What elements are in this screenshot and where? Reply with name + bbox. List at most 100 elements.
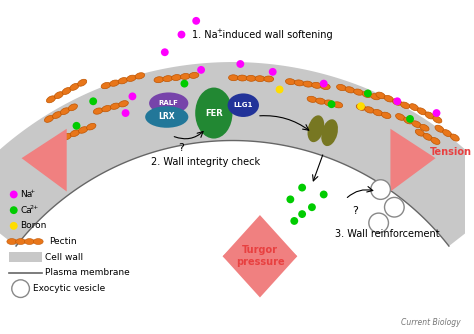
Ellipse shape [60, 108, 70, 115]
Ellipse shape [308, 115, 324, 142]
Ellipse shape [285, 79, 295, 85]
Text: Plasma membrane: Plasma membrane [45, 269, 130, 278]
Ellipse shape [354, 89, 363, 95]
Ellipse shape [312, 82, 321, 88]
Circle shape [178, 31, 185, 38]
Circle shape [269, 68, 277, 76]
Ellipse shape [415, 129, 424, 136]
Ellipse shape [365, 107, 374, 113]
Text: Na: Na [20, 190, 33, 199]
Ellipse shape [255, 76, 265, 81]
Circle shape [320, 80, 328, 88]
Polygon shape [0, 62, 474, 246]
Text: 1. Na: 1. Na [192, 30, 218, 39]
Circle shape [73, 122, 81, 130]
Ellipse shape [362, 91, 372, 98]
Circle shape [291, 217, 298, 225]
Ellipse shape [303, 81, 313, 87]
Circle shape [384, 197, 404, 217]
Ellipse shape [228, 94, 259, 117]
Ellipse shape [412, 121, 421, 128]
Text: LRX: LRX [158, 113, 175, 122]
Ellipse shape [16, 238, 26, 244]
Text: Pectin: Pectin [49, 237, 77, 246]
Ellipse shape [228, 75, 238, 81]
Ellipse shape [371, 94, 380, 100]
Ellipse shape [382, 112, 391, 119]
Ellipse shape [417, 108, 426, 115]
Ellipse shape [237, 75, 247, 81]
Text: Cell wall: Cell wall [45, 253, 83, 262]
Ellipse shape [127, 75, 136, 81]
Circle shape [237, 60, 244, 68]
Ellipse shape [54, 92, 64, 99]
Circle shape [286, 195, 294, 203]
Circle shape [298, 184, 306, 191]
Ellipse shape [423, 133, 432, 140]
Ellipse shape [154, 77, 164, 83]
Circle shape [10, 190, 18, 198]
Ellipse shape [149, 93, 188, 114]
Text: Current Biology: Current Biology [401, 318, 461, 327]
Text: Exocytic vesicle: Exocytic vesicle [33, 284, 106, 293]
Circle shape [369, 213, 389, 233]
Polygon shape [223, 256, 297, 298]
Ellipse shape [320, 84, 330, 90]
Ellipse shape [356, 104, 366, 110]
Ellipse shape [246, 75, 256, 81]
Circle shape [89, 97, 97, 105]
Ellipse shape [62, 88, 71, 95]
Ellipse shape [7, 238, 17, 244]
Text: Boron: Boron [20, 221, 47, 230]
Ellipse shape [195, 88, 232, 139]
Ellipse shape [189, 72, 199, 78]
Bar [9, 253, 42, 262]
Ellipse shape [321, 119, 338, 146]
Circle shape [371, 180, 391, 199]
Ellipse shape [376, 92, 385, 99]
Text: RALF: RALF [159, 100, 179, 106]
Ellipse shape [70, 130, 80, 137]
Ellipse shape [373, 110, 383, 116]
Circle shape [406, 115, 414, 123]
Circle shape [308, 203, 316, 211]
Ellipse shape [333, 102, 343, 108]
Ellipse shape [420, 124, 429, 131]
Ellipse shape [443, 130, 452, 137]
Ellipse shape [264, 76, 273, 82]
Circle shape [181, 80, 188, 88]
Circle shape [328, 100, 336, 108]
Ellipse shape [110, 103, 120, 109]
Circle shape [122, 109, 129, 117]
Polygon shape [391, 129, 436, 191]
Text: Turgor
pressure: Turgor pressure [236, 245, 284, 267]
Ellipse shape [25, 238, 34, 244]
Ellipse shape [119, 101, 128, 107]
Ellipse shape [62, 133, 72, 140]
Ellipse shape [324, 100, 334, 106]
Ellipse shape [180, 73, 190, 79]
Circle shape [364, 90, 372, 97]
Ellipse shape [87, 123, 96, 130]
Ellipse shape [46, 96, 55, 103]
Text: 3. Wall reinforcement: 3. Wall reinforcement [335, 229, 440, 239]
Ellipse shape [307, 96, 317, 102]
Ellipse shape [93, 108, 103, 114]
Circle shape [197, 66, 205, 74]
Ellipse shape [431, 138, 440, 144]
Text: -induced wall softening: -induced wall softening [219, 30, 332, 39]
Ellipse shape [345, 87, 355, 93]
Circle shape [357, 102, 365, 110]
Ellipse shape [68, 104, 77, 111]
Circle shape [433, 109, 440, 117]
Text: +: + [29, 189, 35, 194]
Ellipse shape [163, 75, 173, 81]
Circle shape [298, 210, 306, 218]
Ellipse shape [101, 82, 111, 89]
Circle shape [320, 190, 328, 198]
Ellipse shape [53, 112, 62, 119]
Text: +: + [216, 28, 222, 34]
Ellipse shape [33, 238, 43, 244]
Ellipse shape [384, 96, 393, 102]
Circle shape [128, 93, 137, 100]
